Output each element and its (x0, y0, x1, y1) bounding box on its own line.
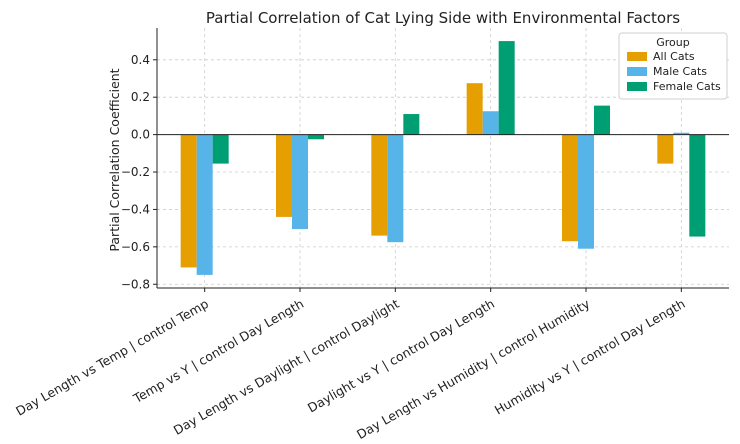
y-tick-label: −0.8 (121, 277, 150, 291)
bar-male-cats (292, 134, 308, 230)
x-tick-label: Daylight vs Y | control Day Length (305, 296, 497, 416)
bar-all-cats (371, 134, 388, 236)
legend-swatch-male-cats (627, 67, 647, 76)
bar-female-cats (689, 134, 706, 237)
y-tick-label: 0.0 (131, 128, 150, 142)
axes-layer (156, 28, 729, 289)
legend-title: Group (656, 36, 690, 49)
legend-swatch-female-cats (627, 82, 647, 91)
legend-label: Male Cats (653, 65, 707, 78)
bar-female-cats (308, 134, 324, 140)
bar-all-cats (657, 134, 674, 164)
y-axis-label: Partial Correlation Coefficient (107, 68, 122, 251)
legend: Group All Cats Male Cats Female Cats (618, 32, 728, 100)
y-tick-labels: 0.4 0.2 0.0 −0.2 −0.4 −0.6 −0.8 (121, 53, 157, 291)
chart-title: Partial Correlation of Cat Lying Side wi… (206, 9, 680, 27)
bar-female-cats (403, 114, 420, 135)
bar-female-cats (594, 105, 610, 135)
bars-layer (180, 41, 706, 275)
x-tick-label: Humidity vs Y | control Day Length (492, 296, 688, 418)
y-tick-label: −0.2 (121, 165, 150, 179)
x-tick-label: Day Length vs Temp | control Temp (13, 296, 211, 419)
y-tick-label: 0.4 (131, 53, 150, 67)
bar-male-cats (578, 134, 594, 249)
bar-male-cats (482, 111, 499, 135)
x-tick-label: Temp vs Y | control Day Length (130, 296, 306, 407)
y-tick-label: −0.4 (121, 202, 150, 216)
legend-label: Female Cats (653, 80, 721, 93)
bar-female-cats (212, 134, 229, 164)
bar-male-cats (673, 132, 690, 135)
y-tick-label: 0.2 (131, 90, 150, 104)
bar-all-cats (276, 134, 292, 217)
bar-all-cats (466, 83, 483, 135)
bar-male-cats (196, 134, 213, 275)
legend-swatch-all-cats (627, 52, 647, 61)
bar-all-cats (180, 134, 197, 268)
legend-items: All Cats Male Cats Female Cats (627, 50, 721, 93)
legend-label: All Cats (653, 50, 695, 63)
bar-all-cats (562, 134, 578, 242)
bar-female-cats (498, 41, 515, 135)
y-tick-label: −0.6 (121, 240, 150, 254)
bar-male-cats (387, 134, 404, 243)
